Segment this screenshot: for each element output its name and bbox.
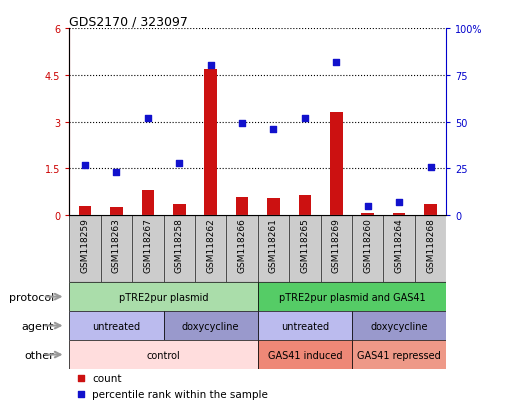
Point: [426, 164, 435, 171]
Point: [175, 160, 183, 167]
Text: pTRE2pur plasmid and GAS41: pTRE2pur plasmid and GAS41: [279, 292, 425, 302]
Bar: [69, 340, 258, 369]
Text: pTRE2pur plasmid: pTRE2pur plasmid: [119, 292, 208, 302]
Bar: [352, 216, 383, 282]
Bar: [352, 340, 446, 369]
Bar: [101, 216, 132, 282]
Bar: [258, 311, 352, 340]
Bar: [164, 311, 258, 340]
Text: GSM118262: GSM118262: [206, 218, 215, 272]
Bar: [393, 213, 405, 216]
Text: GAS41 repressed: GAS41 repressed: [357, 350, 441, 360]
Bar: [330, 113, 343, 216]
Bar: [69, 311, 164, 340]
Bar: [69, 282, 258, 311]
Bar: [164, 216, 195, 282]
Point: [81, 162, 89, 169]
Bar: [142, 191, 154, 216]
Bar: [132, 216, 164, 282]
Text: GSM118269: GSM118269: [332, 218, 341, 273]
Point: [395, 199, 403, 206]
Text: untreated: untreated: [281, 321, 329, 331]
Text: doxycycline: doxycycline: [182, 321, 240, 331]
Bar: [289, 216, 321, 282]
Text: GAS41 induced: GAS41 induced: [268, 350, 342, 360]
Bar: [362, 213, 374, 216]
Point: [76, 391, 85, 397]
Text: GSM118266: GSM118266: [238, 218, 247, 273]
Text: percentile rank within the sample: percentile rank within the sample: [92, 389, 268, 399]
Text: GSM118268: GSM118268: [426, 218, 435, 273]
Bar: [258, 282, 446, 311]
Bar: [173, 205, 186, 216]
Text: GSM118265: GSM118265: [301, 218, 309, 273]
Text: count: count: [92, 373, 122, 383]
Bar: [78, 206, 91, 216]
Bar: [258, 340, 352, 369]
Point: [238, 121, 246, 128]
Text: other: other: [25, 350, 54, 360]
Text: GSM118258: GSM118258: [175, 218, 184, 273]
Bar: [321, 216, 352, 282]
Point: [332, 59, 341, 66]
Bar: [299, 195, 311, 216]
Bar: [424, 205, 437, 216]
Point: [144, 115, 152, 122]
Bar: [258, 216, 289, 282]
Bar: [267, 199, 280, 216]
Text: protocol: protocol: [9, 292, 54, 302]
Text: doxycycline: doxycycline: [370, 321, 428, 331]
Point: [76, 375, 85, 381]
Text: GSM118260: GSM118260: [363, 218, 372, 273]
Text: GSM118264: GSM118264: [394, 218, 404, 272]
Bar: [415, 216, 446, 282]
Text: control: control: [147, 350, 181, 360]
Text: GSM118259: GSM118259: [81, 218, 89, 273]
Bar: [226, 216, 258, 282]
Point: [269, 126, 278, 133]
Point: [364, 203, 372, 210]
Text: GSM118261: GSM118261: [269, 218, 278, 273]
Bar: [383, 216, 415, 282]
Bar: [69, 216, 101, 282]
Text: GDS2170 / 323097: GDS2170 / 323097: [69, 16, 188, 29]
Bar: [195, 216, 226, 282]
Bar: [352, 311, 446, 340]
Bar: [204, 69, 217, 216]
Text: agent: agent: [22, 321, 54, 331]
Point: [112, 169, 121, 176]
Point: [301, 115, 309, 122]
Text: untreated: untreated: [92, 321, 141, 331]
Bar: [110, 208, 123, 216]
Bar: [236, 197, 248, 216]
Text: GSM118263: GSM118263: [112, 218, 121, 273]
Point: [207, 63, 215, 69]
Text: GSM118267: GSM118267: [143, 218, 152, 273]
